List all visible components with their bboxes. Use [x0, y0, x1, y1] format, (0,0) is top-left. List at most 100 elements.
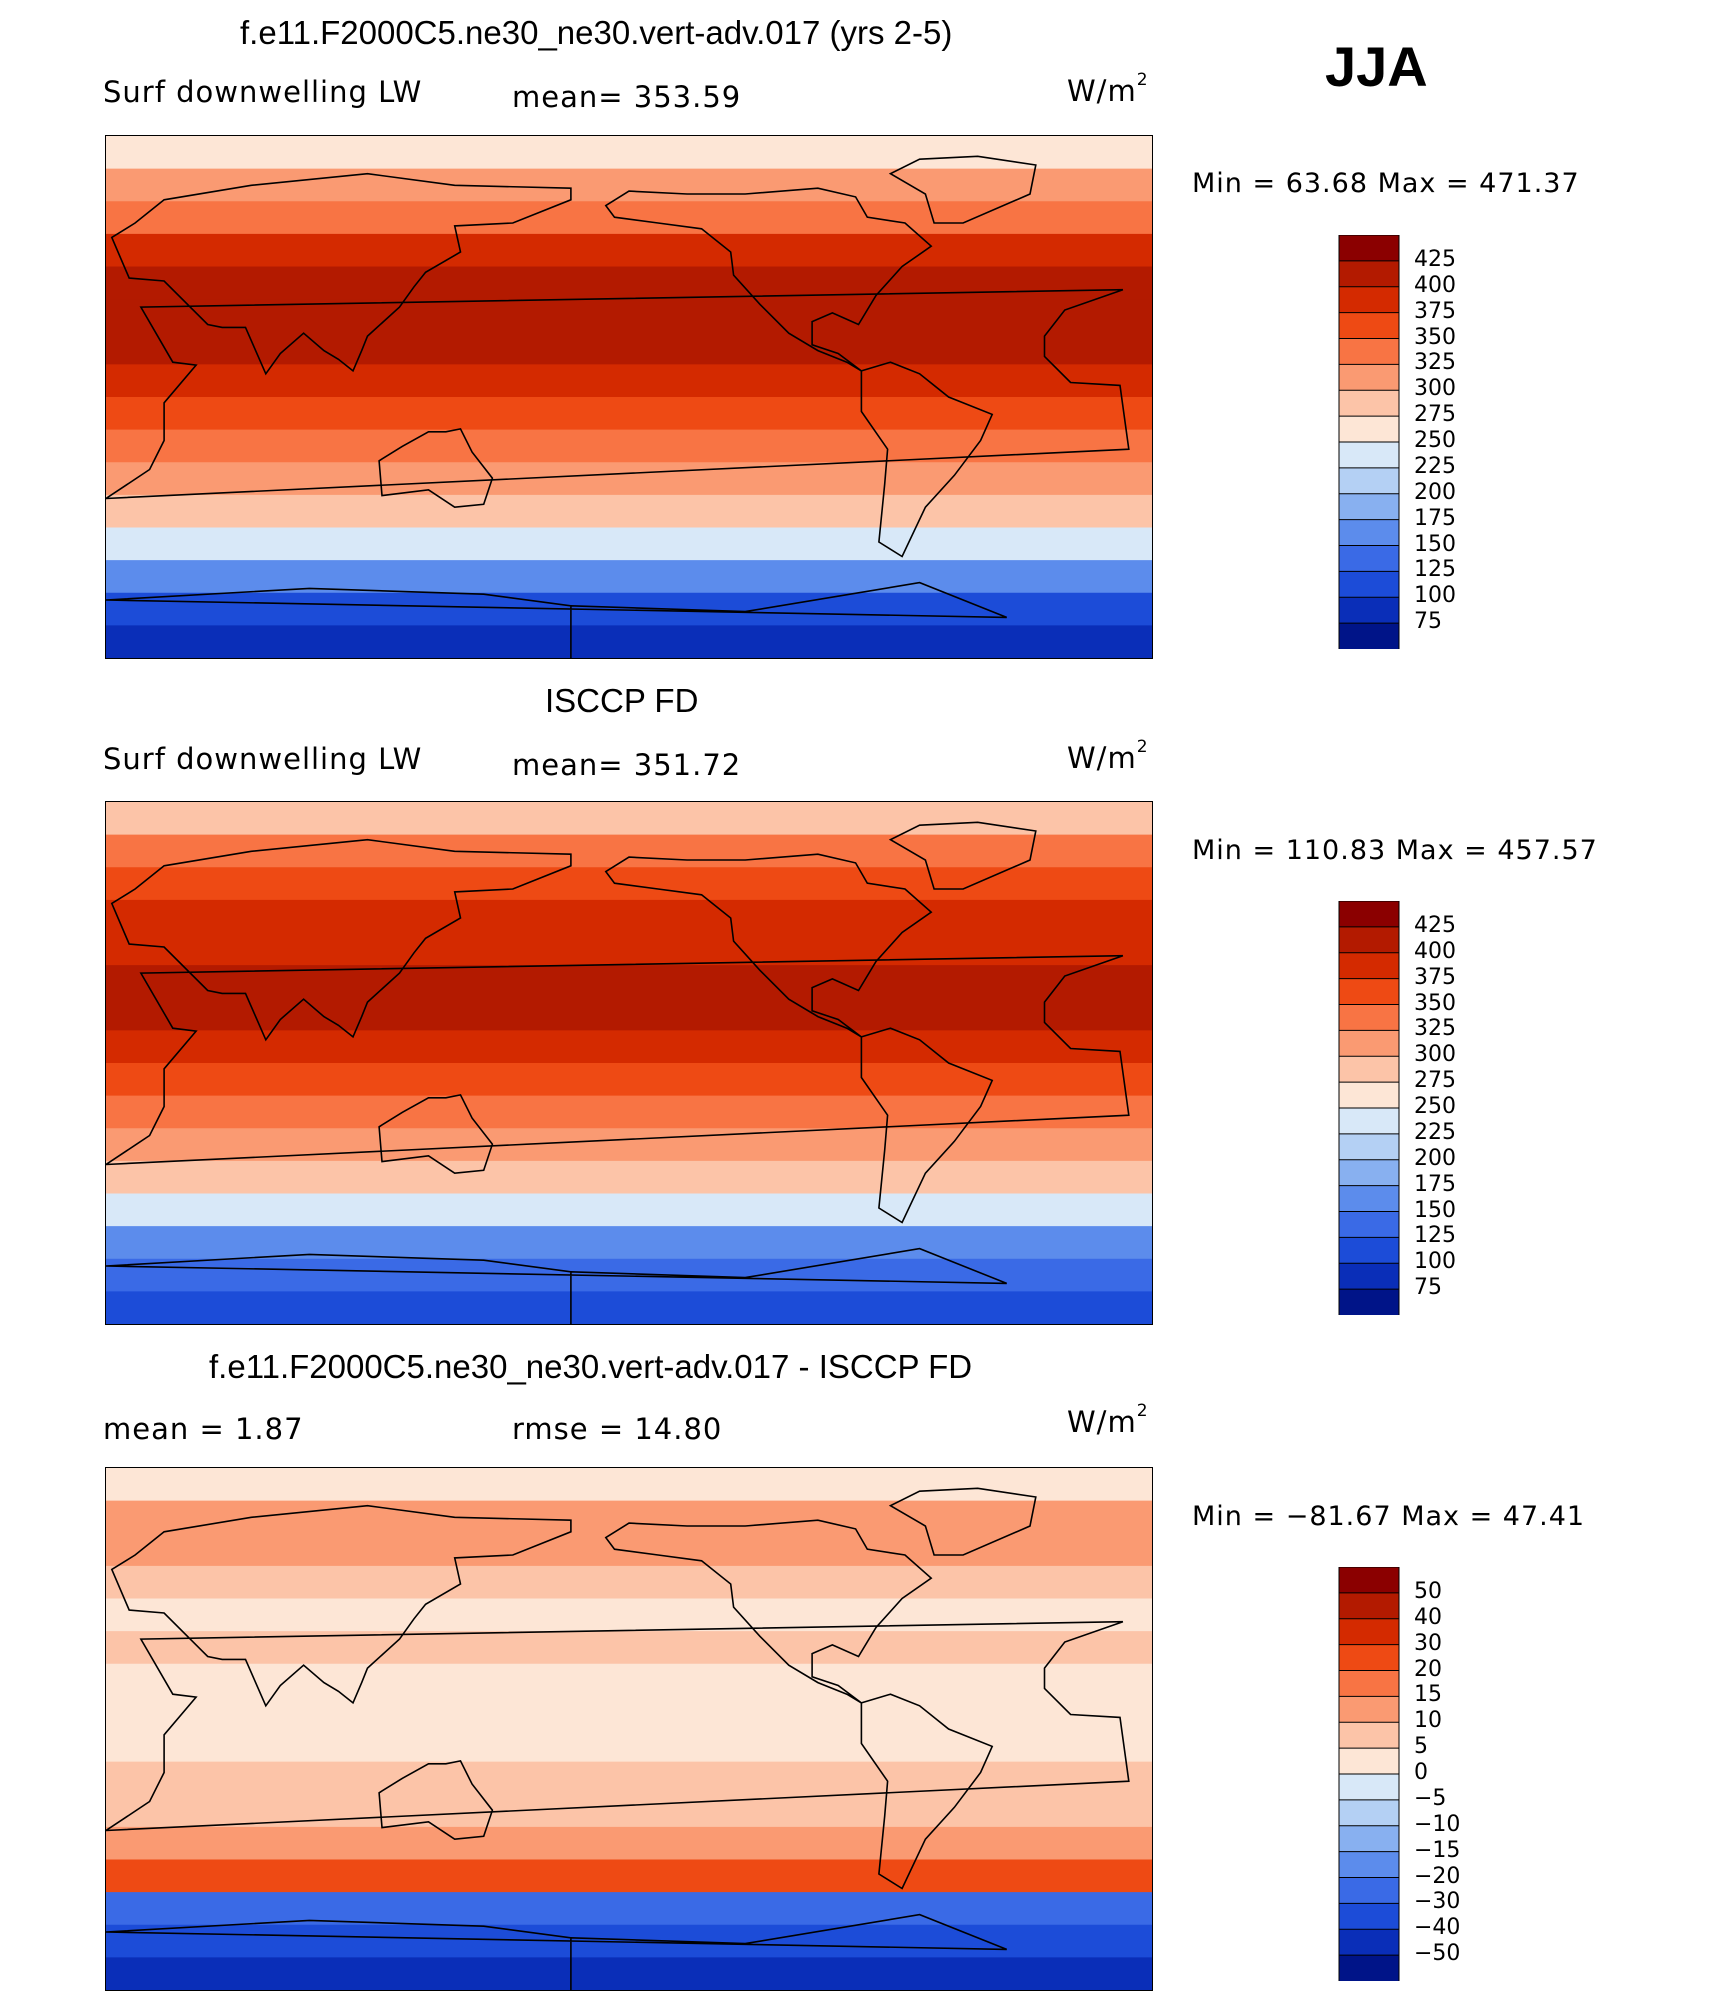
- coastline-antarctica: [106, 1913, 1007, 1990]
- latitude-band: [106, 1160, 1152, 1195]
- latitude-band: [106, 1533, 1152, 1567]
- panel-2-minmax: Min = 110.83 Max = 457.57: [1192, 835, 1598, 866]
- colorbar-tick-label: 40: [1414, 1604, 1442, 1630]
- coastline-namerica: [604, 1519, 933, 1704]
- latitude-band: [106, 625, 1152, 658]
- colorbar-swatch: [1338, 1928, 1400, 1957]
- latitude-band: [106, 1696, 1152, 1731]
- colorbar-tick-label: 250: [1414, 1094, 1456, 1119]
- colorbar-tick-label: 300: [1414, 1042, 1456, 1068]
- colorbar-swatch: [1338, 1029, 1400, 1058]
- colorbar-tick-label: 225: [1414, 453, 1456, 479]
- coastline-australia: [378, 427, 494, 509]
- colorbar-swatch: [1338, 1644, 1400, 1672]
- colorbar-swatch: [1338, 545, 1400, 573]
- colorbar-tick-label: 100: [1414, 1249, 1456, 1275]
- latitude-band: [106, 429, 1152, 464]
- coastline-samerica: [860, 1027, 994, 1224]
- coastline-eurasia: [110, 838, 572, 1042]
- colorbar-swatch: [1338, 1159, 1400, 1187]
- latitude-band: [106, 1859, 1152, 1894]
- coastline-australia: [378, 1093, 494, 1175]
- colorbar-swatch: [1338, 952, 1400, 980]
- colorbar-swatch: [1338, 622, 1400, 649]
- colorbar-swatch: [1338, 1185, 1400, 1213]
- colorbar-swatch: [1338, 1236, 1400, 1265]
- colorbar-swatch: [1338, 260, 1400, 288]
- colorbar-swatch: [1338, 1262, 1400, 1291]
- coastline-eurasia: [110, 1504, 572, 1708]
- colorbar-swatch: [1338, 1004, 1400, 1032]
- colorbar-swatch: [1338, 1081, 1400, 1110]
- coastline-australia: [378, 1759, 494, 1841]
- colorbar-swatch: [1338, 1107, 1400, 1135]
- latitude-band: [106, 168, 1152, 203]
- colorbar-swatch: [1338, 1695, 1400, 1724]
- coastline-namerica: [604, 187, 933, 372]
- panel-3-units: W/m2: [1067, 1401, 1149, 1439]
- latitude-band: [106, 136, 1152, 170]
- coastline-africa: [106, 954, 1130, 1166]
- colorbar-swatch: [1338, 415, 1400, 444]
- latitude-band: [106, 233, 1152, 268]
- colorbar-swatch: [1338, 1825, 1400, 1853]
- panel-1-colorbar: [1338, 235, 1400, 649]
- colorbar-tick-label: −15: [1414, 1837, 1461, 1863]
- colorbar-tick-label: 250: [1414, 428, 1456, 453]
- colorbar-swatch: [1338, 1618, 1400, 1646]
- colorbar-tick-label: 0: [1414, 1760, 1428, 1785]
- panel-2-units: W/m2: [1067, 737, 1149, 775]
- latitude-band: [106, 1957, 1152, 1990]
- colorbar-swatch: [1338, 1288, 1400, 1315]
- latitude-band: [106, 867, 1152, 901]
- latitude-band: [106, 1761, 1152, 1796]
- colorbar-tick-label: 375: [1414, 964, 1456, 990]
- latitude-band: [106, 899, 1152, 934]
- latitude-band: [106, 266, 1152, 301]
- latitude-band: [106, 932, 1152, 967]
- colorbar-tick-label: 100: [1414, 583, 1456, 609]
- colorbar-swatch: [1338, 389, 1400, 418]
- colorbar-tick-label: 400: [1414, 272, 1456, 298]
- colorbar-swatch: [1338, 441, 1400, 469]
- colorbar-tick-label: −10: [1414, 1811, 1461, 1837]
- colorbar-tick-label: 30: [1414, 1630, 1442, 1656]
- panel-1-variable-label: Surf downwelling LW: [103, 75, 423, 109]
- latitude-band: [106, 527, 1152, 562]
- panel-2-mean-label: mean= 351.72: [512, 748, 742, 782]
- coastline-africa: [106, 288, 1130, 500]
- coastline-antarctica: [106, 581, 1007, 658]
- colorbar-swatch: [1338, 1747, 1400, 1776]
- latitude-band: [106, 1030, 1152, 1065]
- latitude-band: [106, 1063, 1152, 1097]
- colorbar-tick-label: −5: [1414, 1785, 1447, 1811]
- colorbar-swatch: [1338, 1851, 1400, 1879]
- latitude-band: [106, 1500, 1152, 1535]
- colorbar-tick-label: 20: [1414, 1656, 1442, 1682]
- colorbar-tick-label: 125: [1414, 557, 1456, 583]
- panel-2-variable-label: Surf downwelling LW: [103, 742, 423, 776]
- colorbar-tick-label: 350: [1414, 990, 1456, 1016]
- panel-1-mean-label: mean= 353.59: [512, 80, 742, 114]
- latitude-band: [106, 1468, 1152, 1502]
- colorbar-swatch: [1338, 926, 1400, 954]
- colorbar-tick-label: 425: [1414, 246, 1456, 272]
- colorbar-swatch: [1338, 1133, 1400, 1161]
- colorbar-swatch: [1338, 1670, 1400, 1698]
- latitude-band: [106, 1226, 1152, 1260]
- colorbar-tick-label: 125: [1414, 1223, 1456, 1249]
- colorbar-tick-label: 150: [1414, 1197, 1456, 1223]
- colorbar-tick-label: 10: [1414, 1708, 1442, 1734]
- colorbar-tick-label: 350: [1414, 324, 1456, 350]
- latitude-band: [106, 1826, 1152, 1861]
- colorbar-swatch: [1338, 363, 1400, 392]
- panel-2-title: ISCCP FD: [545, 682, 699, 719]
- colorbar-tick-label: 225: [1414, 1119, 1456, 1145]
- latitude-band: [106, 560, 1152, 594]
- latitude-band: [106, 1291, 1152, 1324]
- colorbar-tick-label: 400: [1414, 938, 1456, 964]
- coastline-namerica: [604, 853, 933, 1038]
- colorbar-tick-label: 175: [1414, 1171, 1456, 1197]
- colorbar-tick-label: 325: [1414, 1016, 1456, 1042]
- colorbar-tick-label: 200: [1414, 479, 1456, 505]
